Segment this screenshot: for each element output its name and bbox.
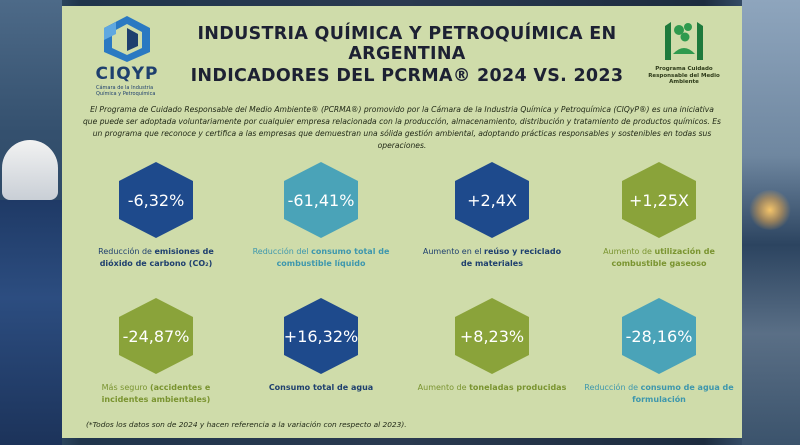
pcrma-logo: Programa Cuidado Responsable del Medio A…	[644, 18, 724, 100]
indicator-hexagon: +16,32%	[280, 296, 362, 376]
indicator-hexagon: +8,23%	[451, 296, 533, 376]
ciqyp-logo-icon	[104, 16, 150, 62]
indicator-label-key: Consumo total de agua	[268, 383, 374, 392]
indicator-label-lead: Aumento de	[603, 247, 655, 256]
indicator-label-lead: Aumento en el	[422, 247, 485, 256]
indicator-value: +2,4X	[467, 190, 517, 210]
hexagon-shape	[284, 298, 358, 374]
indicator-card: +8,23% Aumento de toneladas producidas	[417, 296, 567, 394]
hexagon-shape	[119, 298, 193, 374]
plant-lights	[748, 190, 792, 230]
indicator-label-key: consumo de agua de formulación	[632, 383, 734, 404]
indicator-hexagon: -6,32%	[115, 160, 197, 240]
indicator-label-lead: Más seguro	[101, 383, 150, 392]
indicator-card: -24,87% Más seguro (accidentes e inciden…	[81, 296, 231, 405]
indicator-label-key: utilización de combustible gaseoso	[611, 247, 715, 268]
hexagon-shape	[119, 162, 193, 238]
indicator-label: Más seguro (accidentes e incidentes ambi…	[81, 382, 231, 405]
indicator-hexagon: +1,25X	[618, 160, 700, 240]
indicator-label-lead: Reducción de	[98, 247, 155, 256]
indicator-label-lead: Aumento de	[417, 383, 470, 392]
indicator-card: -28,16% Reducción de consumo de agua de …	[584, 296, 734, 405]
indicator-label: Reducción del consumo total de combustib…	[246, 246, 396, 269]
hexagon-shape	[455, 162, 529, 238]
ciqyp-logo-subtitle: Cámara de la Industria Química y Petroqu…	[96, 85, 156, 97]
indicator-label: Reducción de consumo de agua de formulac…	[584, 382, 734, 405]
worker-uniform	[0, 200, 62, 445]
indicator-card: +2,4X Aumento en el reúso y reciclado de…	[417, 160, 567, 269]
indicator-label-lead: Reducción de	[584, 383, 641, 392]
indicator-label-key: (accidentes e incidentes ambientales)	[101, 383, 211, 404]
page-subtitle: INDICADORES DEL PCRMA® 2024 VS. 2023	[190, 66, 624, 86]
hexagon-shape	[284, 162, 358, 238]
indicator-hexagon: +2,4X	[451, 160, 533, 240]
indicator-hexagon: -24,87%	[115, 296, 197, 376]
indicator-value: +16,32%	[283, 326, 359, 346]
indicator-card: -6,32% Reducción de emisiones de dióxido…	[81, 160, 231, 269]
indicator-value: -28,16%	[625, 326, 693, 346]
indicator-value: -24,87%	[122, 326, 190, 346]
footnote: (*Todos los datos son de 2024 y hacen re…	[86, 420, 407, 429]
background-photo-left	[0, 0, 62, 445]
intro-paragraph: El Programa de Cuidado Responsable del M…	[82, 105, 722, 150]
indicator-label-key: toneladas producidas	[469, 383, 567, 392]
page-title: INDUSTRIA QUÍMICA Y PETROQUÍMICA EN ARGE…	[197, 24, 617, 64]
ciqyp-logo-name: CIQYP	[95, 64, 159, 84]
indicator-value: -61,41%	[287, 190, 355, 210]
indicator-value: +1,25X	[629, 190, 689, 210]
hexagon-shape	[622, 162, 696, 238]
indicator-hexagon: -61,41%	[280, 160, 362, 240]
indicator-card: +1,25X Aumento de utilización de combust…	[584, 160, 734, 269]
indicator-label: Reducción de emisiones de dióxido de car…	[81, 246, 231, 269]
indicator-card: -61,41% Reducción del consumo total de c…	[246, 160, 396, 269]
indicator-hexagon: -28,16%	[618, 296, 700, 376]
indicator-label: Aumento de utilización de combustible ga…	[584, 246, 734, 269]
infographic-panel: CIQYP Cámara de la Industria Química y P…	[62, 6, 742, 438]
worker-helmet	[2, 140, 58, 200]
indicator-label-key: consumo total de combustible líquido	[276, 247, 390, 268]
pcrma-logo-text: Programa Cuidado Responsable del Medio A…	[648, 66, 720, 85]
indicator-label: Aumento en el reúso y reciclado de mater…	[417, 246, 567, 269]
pcrma-logo-icon	[665, 22, 703, 60]
ciqyp-logo: CIQYP Cámara de la Industria Química y P…	[82, 14, 172, 106]
hexagon-shape	[622, 298, 696, 374]
indicator-label-key: emisiones de dióxido de carbono (CO₂)	[99, 247, 214, 268]
indicator-label: Consumo total de agua	[246, 382, 396, 394]
hexagon-shape	[455, 298, 529, 374]
background-photo-right	[742, 0, 800, 445]
indicator-value: -6,32%	[127, 190, 185, 210]
indicator-label-lead: Reducción del	[252, 247, 312, 256]
indicator-card: +16,32% Consumo total de agua	[246, 296, 396, 394]
indicator-label: Aumento de toneladas producidas	[417, 382, 567, 394]
indicator-label-key: reúso y reciclado de materiales	[461, 247, 562, 268]
indicator-value: +8,23%	[459, 326, 525, 346]
